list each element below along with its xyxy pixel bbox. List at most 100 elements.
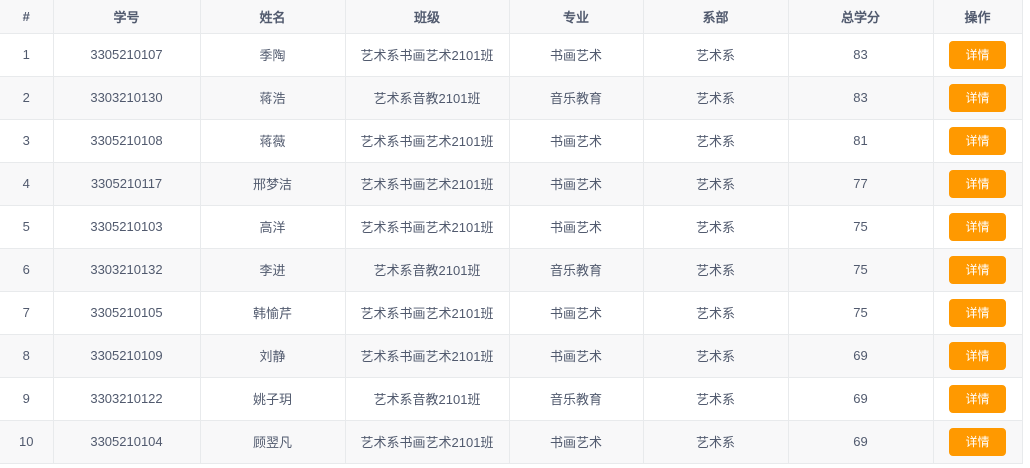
table-row: 8 3305210109 刘静 艺术系书画艺术2101班 书画艺术 艺术系 69 详情 <box>0 334 1022 378</box>
cell-name: 韩愉芹 <box>200 291 346 335</box>
table-header: # 学号 姓名 班级 专业 系部 总学分 操作 <box>0 0 1022 34</box>
cell-actions: 详情 <box>933 334 1022 378</box>
header-student-id: 学号 <box>53 0 201 34</box>
cell-index: 7 <box>0 291 54 335</box>
header-index: # <box>0 0 54 34</box>
cell-student-id: 3303210122 <box>53 377 201 421</box>
cell-actions: 详情 <box>933 205 1022 249</box>
header-row: # 学号 姓名 班级 专业 系部 总学分 操作 <box>0 0 1022 34</box>
detail-button[interactable]: 详情 <box>949 255 1006 284</box>
cell-student-id: 3305210103 <box>53 205 201 249</box>
cell-class-name: 艺术系音教2101班 <box>345 377 510 421</box>
cell-student-id: 3305210105 <box>53 291 201 335</box>
cell-name: 顾翌凡 <box>200 420 346 464</box>
cell-index: 4 <box>0 162 54 206</box>
cell-student-id: 3303210130 <box>53 76 201 120</box>
cell-credits: 69 <box>788 377 934 421</box>
table-row: 5 3305210103 高洋 艺术系书画艺术2101班 书画艺术 艺术系 75 详情 <box>0 205 1022 249</box>
cell-student-id: 3305210117 <box>53 162 201 206</box>
cell-major: 书画艺术 <box>509 291 644 335</box>
table-row: 6 3303210132 李进 艺术系音教2101班 音乐教育 艺术系 75 详情 <box>0 248 1022 292</box>
table-row: 4 3305210117 邢梦洁 艺术系书画艺术2101班 书画艺术 艺术系 77 详情 <box>0 162 1022 206</box>
detail-button[interactable]: 详情 <box>949 298 1006 327</box>
cell-major: 书画艺术 <box>509 334 644 378</box>
cell-credits: 75 <box>788 291 934 335</box>
cell-class-name: 艺术系音教2101班 <box>345 76 510 120</box>
cell-index: 6 <box>0 248 54 292</box>
cell-credits: 83 <box>788 33 934 77</box>
cell-department: 艺术系 <box>643 420 789 464</box>
cell-name: 刘静 <box>200 334 346 378</box>
detail-button[interactable]: 详情 <box>949 83 1006 112</box>
detail-button[interactable]: 详情 <box>949 169 1006 198</box>
cell-credits: 81 <box>788 119 934 163</box>
cell-class-name: 艺术系书画艺术2101班 <box>345 291 510 335</box>
cell-index: 2 <box>0 76 54 120</box>
cell-index: 10 <box>0 420 54 464</box>
cell-major: 音乐教育 <box>509 377 644 421</box>
detail-button[interactable]: 详情 <box>949 126 1006 155</box>
cell-name: 蒋浩 <box>200 76 346 120</box>
cell-index: 9 <box>0 377 54 421</box>
cell-class-name: 艺术系书画艺术2101班 <box>345 205 510 249</box>
table-row: 10 3305210104 顾翌凡 艺术系书画艺术2101班 书画艺术 艺术系 69 详情 <box>0 420 1022 464</box>
cell-major: 书画艺术 <box>509 162 644 206</box>
cell-credits: 75 <box>788 205 934 249</box>
header-name: 姓名 <box>200 0 346 34</box>
cell-class-name: 艺术系书画艺术2101班 <box>345 119 510 163</box>
cell-name: 姚子玥 <box>200 377 346 421</box>
cell-index: 1 <box>0 33 54 77</box>
cell-major: 书画艺术 <box>509 119 644 163</box>
cell-department: 艺术系 <box>643 162 789 206</box>
header-actions: 操作 <box>933 0 1022 34</box>
cell-major: 音乐教育 <box>509 76 644 120</box>
cell-credits: 77 <box>788 162 934 206</box>
detail-button[interactable]: 详情 <box>949 384 1006 413</box>
cell-class-name: 艺术系书画艺术2101班 <box>345 420 510 464</box>
cell-actions: 详情 <box>933 119 1022 163</box>
cell-class-name: 艺术系书画艺术2101班 <box>345 33 510 77</box>
cell-student-id: 3305210107 <box>53 33 201 77</box>
cell-major: 书画艺术 <box>509 33 644 77</box>
cell-credits: 83 <box>788 76 934 120</box>
cell-actions: 详情 <box>933 420 1022 464</box>
detail-button[interactable]: 详情 <box>949 341 1006 370</box>
cell-department: 艺术系 <box>643 248 789 292</box>
cell-department: 艺术系 <box>643 119 789 163</box>
cell-actions: 详情 <box>933 76 1022 120</box>
cell-department: 艺术系 <box>643 205 789 249</box>
table-row: 7 3305210105 韩愉芹 艺术系书画艺术2101班 书画艺术 艺术系 75 详情 <box>0 291 1022 335</box>
cell-name: 季陶 <box>200 33 346 77</box>
cell-department: 艺术系 <box>643 33 789 77</box>
cell-credits: 75 <box>788 248 934 292</box>
cell-department: 艺术系 <box>643 377 789 421</box>
detail-button[interactable]: 详情 <box>949 40 1006 69</box>
cell-actions: 详情 <box>933 33 1022 77</box>
cell-name: 蒋薇 <box>200 119 346 163</box>
cell-class-name: 艺术系音教2101班 <box>345 248 510 292</box>
cell-credits: 69 <box>788 420 934 464</box>
cell-major: 书画艺术 <box>509 420 644 464</box>
cell-name: 李进 <box>200 248 346 292</box>
cell-department: 艺术系 <box>643 334 789 378</box>
cell-actions: 详情 <box>933 291 1022 335</box>
cell-class-name: 艺术系书画艺术2101班 <box>345 334 510 378</box>
detail-button[interactable]: 详情 <box>949 212 1006 241</box>
table-row: 2 3303210130 蒋浩 艺术系音教2101班 音乐教育 艺术系 83 详情 <box>0 76 1022 120</box>
cell-department: 艺术系 <box>643 291 789 335</box>
table-row: 9 3303210122 姚子玥 艺术系音教2101班 音乐教育 艺术系 69 详情 <box>0 377 1022 421</box>
cell-major: 书画艺术 <box>509 205 644 249</box>
cell-actions: 详情 <box>933 162 1022 206</box>
cell-major: 音乐教育 <box>509 248 644 292</box>
table-row: 1 3305210107 季陶 艺术系书画艺术2101班 书画艺术 艺术系 83 详情 <box>0 33 1022 77</box>
header-department: 系部 <box>643 0 789 34</box>
table-row: 3 3305210108 蒋薇 艺术系书画艺术2101班 书画艺术 艺术系 81 详情 <box>0 119 1022 163</box>
cell-actions: 详情 <box>933 377 1022 421</box>
detail-button[interactable]: 详情 <box>949 427 1006 456</box>
cell-class-name: 艺术系书画艺术2101班 <box>345 162 510 206</box>
header-class: 班级 <box>345 0 510 34</box>
header-major: 专业 <box>509 0 644 34</box>
header-credits: 总学分 <box>788 0 934 34</box>
